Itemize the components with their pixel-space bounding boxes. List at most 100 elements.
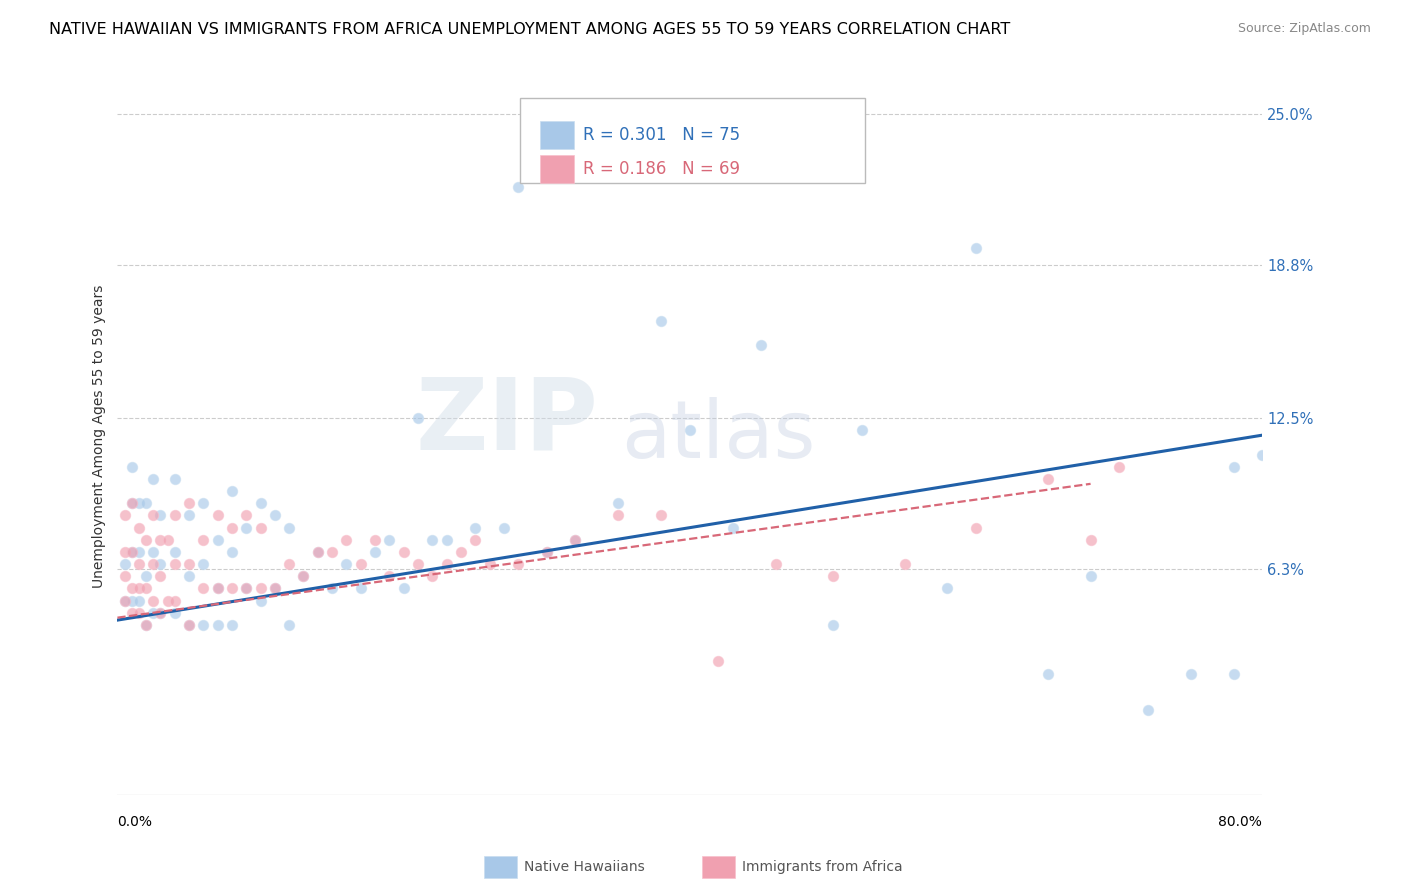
Point: [163, 606, 186, 620]
Point: [1080, 533, 1102, 547]
Point: [142, 557, 165, 571]
Point: [135, 582, 157, 596]
Point: [650, 508, 672, 523]
Point: [135, 618, 157, 632]
Point: [221, 582, 243, 596]
Point: [335, 557, 357, 571]
Point: [156, 533, 179, 547]
Point: [292, 569, 315, 583]
Point: [278, 557, 301, 571]
Point: [221, 484, 243, 499]
Point: [121, 459, 143, 474]
Point: [392, 545, 415, 559]
Point: [207, 618, 229, 632]
Point: [121, 496, 143, 510]
Point: [193, 582, 215, 596]
Point: [751, 338, 773, 352]
Point: [114, 545, 136, 559]
Point: [893, 557, 915, 571]
Point: [177, 496, 200, 510]
Point: [221, 521, 243, 535]
Point: [114, 593, 136, 607]
Point: [1036, 472, 1059, 486]
Point: [478, 557, 501, 571]
Point: [851, 423, 873, 437]
Point: [450, 545, 472, 559]
Point: [128, 582, 150, 596]
Point: [536, 545, 558, 559]
Point: [235, 521, 257, 535]
Text: atlas: atlas: [621, 397, 815, 475]
Point: [821, 569, 844, 583]
Point: [406, 557, 429, 571]
Point: [821, 618, 844, 632]
Point: [177, 508, 200, 523]
Point: [378, 533, 401, 547]
Point: [1222, 459, 1244, 474]
Text: R = 0.186   N = 69: R = 0.186 N = 69: [583, 160, 741, 178]
Point: [121, 593, 143, 607]
Point: [207, 533, 229, 547]
Point: [193, 496, 215, 510]
Point: [193, 618, 215, 632]
Point: [121, 545, 143, 559]
Point: [249, 582, 271, 596]
Point: [249, 593, 271, 607]
Point: [235, 508, 257, 523]
Point: [135, 533, 157, 547]
Point: [156, 593, 179, 607]
Point: [936, 582, 959, 596]
Point: [121, 582, 143, 596]
Point: [292, 569, 315, 583]
Point: [650, 314, 672, 328]
Point: [193, 557, 215, 571]
Point: [149, 557, 172, 571]
Text: Native Hawaiians: Native Hawaiians: [524, 860, 645, 874]
Point: [128, 521, 150, 535]
Point: [207, 582, 229, 596]
Point: [221, 618, 243, 632]
Point: [1180, 666, 1202, 681]
Text: NATIVE HAWAIIAN VS IMMIGRANTS FROM AFRICA UNEMPLOYMENT AMONG AGES 55 TO 59 YEARS: NATIVE HAWAIIAN VS IMMIGRANTS FROM AFRIC…: [49, 22, 1011, 37]
Point: [965, 521, 987, 535]
Point: [364, 533, 387, 547]
Point: [321, 582, 343, 596]
Point: [278, 618, 301, 632]
Point: [177, 618, 200, 632]
Point: [1222, 666, 1244, 681]
Point: [149, 606, 172, 620]
Point: [307, 545, 329, 559]
Point: [142, 545, 165, 559]
Point: [307, 545, 329, 559]
Point: [607, 508, 630, 523]
Point: [114, 593, 136, 607]
Point: [142, 472, 165, 486]
Point: [321, 545, 343, 559]
Text: 0.0%: 0.0%: [118, 814, 152, 829]
Point: [114, 557, 136, 571]
Point: [114, 569, 136, 583]
Point: [464, 521, 486, 535]
Point: [177, 557, 200, 571]
Point: [235, 582, 257, 596]
Point: [1136, 703, 1159, 717]
Point: [278, 521, 301, 535]
Point: [350, 557, 373, 571]
Point: [249, 521, 271, 535]
Point: [508, 557, 530, 571]
Point: [135, 618, 157, 632]
Point: [121, 496, 143, 510]
Point: [149, 569, 172, 583]
Point: [436, 557, 458, 571]
Point: [177, 569, 200, 583]
Point: [142, 606, 165, 620]
Point: [128, 557, 150, 571]
Point: [1251, 448, 1274, 462]
Point: [149, 606, 172, 620]
Point: [263, 582, 285, 596]
Point: [765, 557, 787, 571]
Point: [436, 533, 458, 547]
Point: [464, 533, 486, 547]
Point: [163, 472, 186, 486]
Text: ZIP: ZIP: [415, 374, 599, 470]
